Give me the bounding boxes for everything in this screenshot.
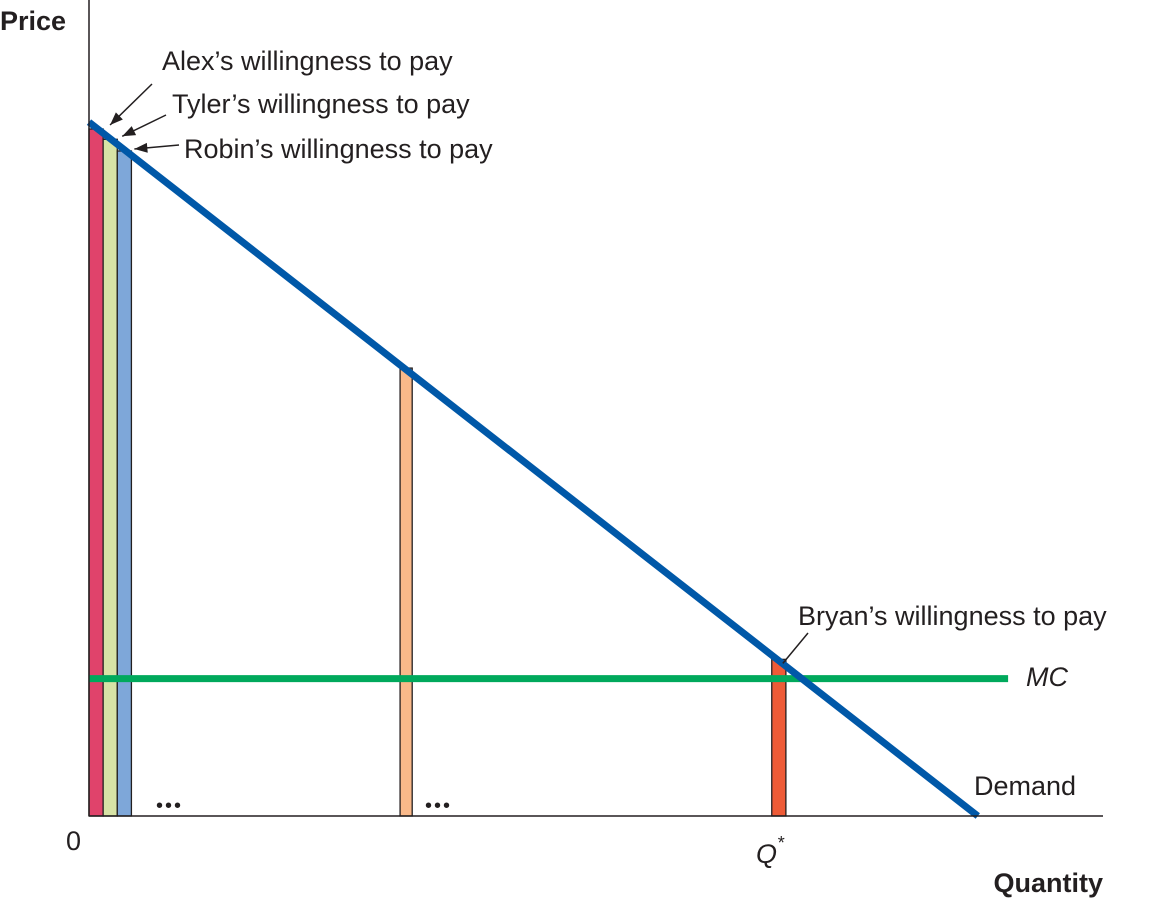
robin-annotation: Robin’s willingness to pay <box>184 134 493 164</box>
bar-bryan <box>771 658 787 817</box>
q-star-letter: Q <box>756 839 777 869</box>
x-axis-label: Quantity <box>993 868 1103 898</box>
demand-line <box>86 119 980 819</box>
bars-layer <box>88 128 787 817</box>
tyler-annotation: Tyler’s willingness to pay <box>172 89 470 119</box>
bryan-annotation: Bryan’s willingness to pay <box>798 601 1107 631</box>
annotation-arrows <box>109 83 809 664</box>
ellipsis-left: ••• <box>156 795 183 817</box>
alex-arrow <box>109 83 153 126</box>
lines-layer <box>86 119 1009 819</box>
mc-label: MC <box>1026 662 1068 692</box>
bar-alex <box>88 128 104 817</box>
tyler-arrow <box>121 114 167 137</box>
y-axis-label: Price <box>0 6 66 36</box>
bar-tyler <box>102 138 118 817</box>
bar-mid <box>399 367 413 817</box>
ellipsis-right: ••• <box>425 795 452 817</box>
q-star-label: Q* <box>756 833 785 869</box>
robin-arrow <box>134 142 180 153</box>
bar-robin <box>116 150 133 817</box>
demand-label: Demand <box>974 771 1076 801</box>
bryan-arrow <box>782 632 809 664</box>
alex-annotation: Alex’s willingness to pay <box>162 46 453 76</box>
origin-label: 0 <box>66 826 81 856</box>
q-star-superscript: * <box>777 833 785 853</box>
